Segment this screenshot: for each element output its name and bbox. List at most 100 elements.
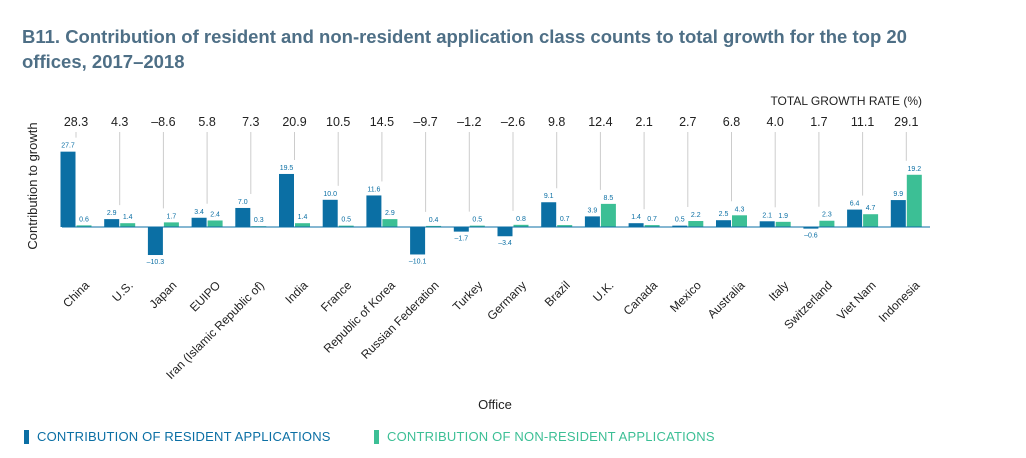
bar-nonresident-australia [732,215,747,227]
total-growth-iran-islamic-republic-of: 7.3 [242,115,259,129]
label-nonresident-china: 0.6 [79,216,89,223]
legend-resident-swatch [24,429,29,444]
legend-nonresident-swatch [374,429,379,444]
bar-nonresident-switzerland [819,220,835,227]
bar-nonresident-brazil [557,225,573,227]
guide-lines [75,132,907,212]
total-growth-turkey: –1.2 [457,115,481,129]
data-labels-group: 28.3 27.7 0.6 4.3 2.9 1.4 –8.6 –10.3 1.7 5.8 3.4 2.… [61,115,921,266]
label-nonresident-u-k: 8.5 [604,195,614,202]
bar-nonresident-italy [775,221,791,227]
label-nonresident-iran-islamic-republic-of: 0.3 [254,217,264,224]
category-label-italy: Italy [766,278,791,303]
label-resident-india: 19.5 [280,165,294,172]
bar-resident-u-k [584,216,600,227]
total-growth-india: 20.9 [282,115,306,129]
label-nonresident-japan: 1.7 [167,213,177,220]
category-label-indonesia: Indonesia [876,278,923,325]
label-resident-france: 10.0 [323,191,337,198]
total-growth-russian-federation: –9.7 [413,115,437,129]
label-resident-viet-nam: 6.4 [850,201,860,208]
total-growth-canada: 2.1 [635,115,652,129]
bar-resident-iran-islamic-republic-of [235,207,251,227]
bar-resident-indonesia [890,200,906,227]
bar-resident-france [322,199,338,227]
total-growth-japan: –8.6 [151,115,175,129]
label-nonresident-russian-federation: 0.4 [429,217,439,224]
category-label-japan: Japan [146,278,179,311]
label-resident-germany: –3.4 [498,240,512,247]
bar-resident-switzerland [803,227,819,229]
label-nonresident-u-s: 1.4 [123,214,133,221]
label-resident-mexico: 0.5 [675,217,685,224]
bar-nonresident-republic-of-korea [382,219,398,227]
bar-resident-india [279,173,294,227]
label-resident-republic-of-korea: 11.6 [367,186,380,193]
category-label-u-k: U.K. [590,278,616,304]
label-resident-iran-islamic-republic-of: 7.0 [238,199,248,206]
total-growth-germany: –2.6 [501,115,525,129]
label-resident-u-k: 3.9 [588,207,598,214]
label-resident-u-s: 2.9 [107,210,117,217]
legend-resident-label: CONTRIBUTION OF RESIDENT APPLICATIONS [37,429,331,444]
category-label-turkey: Turkey [450,278,486,314]
label-resident-indonesia: 9.9 [893,191,903,198]
total-growth-viet-nam: 11.1 [851,115,874,129]
y-axis-label: Contribution to growth [25,122,40,249]
bar-resident-euipo [191,217,207,227]
label-nonresident-brazil: 0.7 [560,216,570,223]
category-label-viet-nam: Viet Nam [834,278,879,323]
chart-title: B11. Contribution of resident and non-re… [22,26,907,72]
label-nonresident-mexico: 2.2 [691,212,701,219]
bar-resident-mexico [672,225,688,227]
total-growth-euipo: 5.8 [198,115,215,129]
bar-nonresident-china [76,225,92,227]
label-resident-italy: 2.1 [762,212,772,219]
label-nonresident-switzerland: 2.3 [822,212,832,219]
category-label-russian-federation: Russian Federation [358,278,441,361]
label-nonresident-republic-of-korea: 2.9 [385,210,395,217]
total-growth-rate-label: TOTAL GROWTH RATE (%) [770,94,922,108]
label-nonresident-indonesia: 19.2 [907,166,921,173]
label-resident-australia: 2.5 [719,211,729,218]
category-label-india: India [282,278,311,307]
bar-resident-u-s [104,219,120,227]
total-growth-mexico: 2.7 [679,115,696,129]
bar-nonresident-u-s [120,223,136,227]
bar-nonresident-mexico [688,221,704,227]
label-nonresident-turkey: 0.5 [472,217,482,224]
label-nonresident-euipo: 2.4 [210,211,220,218]
total-growth-u-k: 12.4 [588,115,612,129]
bar-resident-japan [147,227,163,256]
category-label-china: China [60,278,92,310]
category-label-france: France [318,278,355,315]
legend-nonresident: CONTRIBUTION OF NON-RESIDENT APPLICATION… [374,429,715,444]
bar-nonresident-india [295,223,310,227]
bar-resident-australia [716,220,731,227]
bar-nonresident-germany [513,224,529,227]
label-resident-japan: –10.3 [147,259,165,266]
bar-nonresident-viet-nam [863,214,879,227]
bar-resident-italy [759,221,775,227]
label-nonresident-australia: 4.3 [735,206,745,213]
label-resident-turkey: –1.7 [454,236,468,243]
bar-resident-china [60,151,76,227]
total-growth-u-s: 4.3 [111,115,128,129]
category-label-euipo: EUIPO [187,278,223,314]
bar-nonresident-france [338,225,354,227]
total-growth-indonesia: 29.1 [894,115,918,129]
total-growth-switzerland: 1.7 [810,115,827,129]
total-growth-brazil: 9.8 [548,115,565,129]
legend-resident: CONTRIBUTION OF RESIDENT APPLICATIONS [24,429,331,444]
bar-nonresident-canada [644,225,660,227]
bar-nonresident-indonesia [906,174,922,227]
label-nonresident-canada: 0.7 [647,216,657,223]
x-axis-label: Office [478,397,512,412]
bar-nonresident-japan [163,222,179,227]
bar-resident-turkey [453,227,469,232]
category-label-brazil: Brazil [542,278,573,309]
bar-nonresident-u-k [600,203,616,227]
label-resident-russian-federation: –10.1 [409,258,427,265]
bar-nonresident-turkey [469,225,485,227]
